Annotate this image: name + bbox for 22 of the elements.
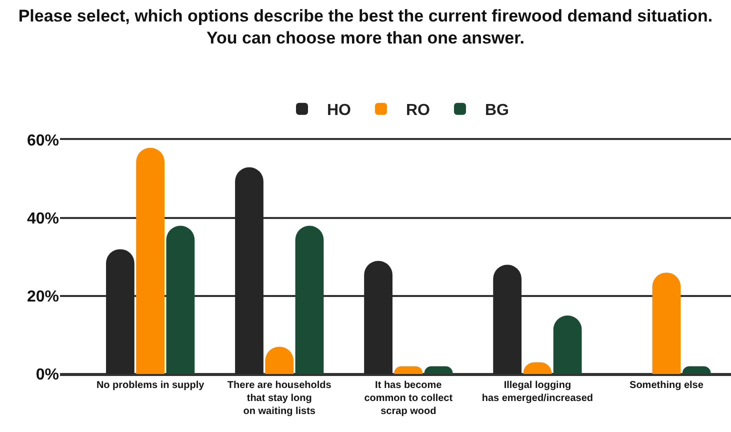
- bar: [166, 226, 195, 374]
- legend-label: BG: [485, 102, 509, 120]
- x-tick-label: There are households that stay long on waiting lists: [227, 380, 332, 417]
- legend-label: HO: [327, 102, 351, 120]
- bar: [493, 264, 522, 374]
- bar: [295, 226, 324, 374]
- chart-title: Please select, which options describe the best the current firewood demand situation. You can choose more than one answer.: [18, 6, 713, 48]
- y-tick-label: 0%: [36, 366, 59, 384]
- y-tick-label: 20%: [26, 288, 59, 306]
- legend-label: RO: [406, 102, 430, 120]
- bar: [106, 249, 134, 374]
- bar: [235, 167, 264, 374]
- bar: [364, 260, 392, 374]
- x-tick-label: It has become common to collect scrap wood: [364, 380, 454, 417]
- x-tick-label: Illegal logging has emerged/increased: [482, 380, 594, 404]
- bar: [553, 316, 582, 374]
- x-tick-label: No problems in supply: [96, 380, 205, 391]
- x-tick-label: Something else: [630, 380, 704, 391]
- y-tick-label: 60%: [26, 132, 59, 150]
- bar: [652, 272, 681, 374]
- bar: [136, 148, 165, 374]
- y-tick-label: 40%: [26, 210, 59, 228]
